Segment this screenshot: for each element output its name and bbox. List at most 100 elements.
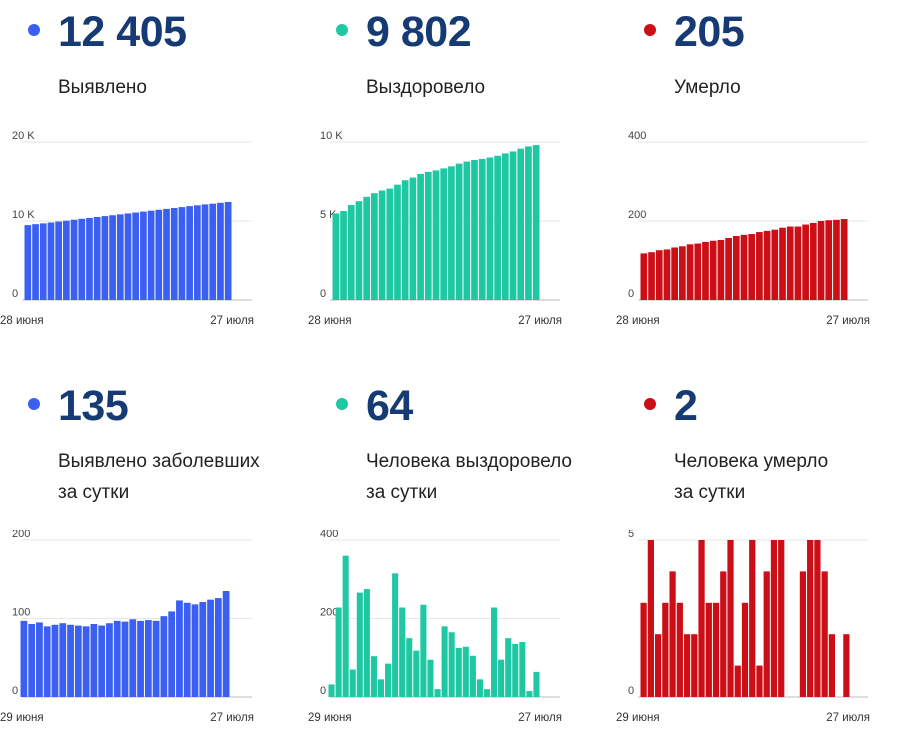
bar <box>771 229 779 300</box>
x-start-label: 28 июня <box>308 315 352 327</box>
bar <box>770 540 778 697</box>
bar <box>98 625 106 697</box>
bar <box>191 604 199 697</box>
bar <box>109 215 116 300</box>
bar <box>763 571 770 697</box>
bar <box>328 684 335 697</box>
stat-value: 205 <box>674 8 745 56</box>
bar <box>24 225 32 300</box>
bar <box>786 226 794 300</box>
bar <box>532 145 540 300</box>
bar <box>47 222 55 300</box>
bar <box>686 244 694 300</box>
bar <box>505 638 512 698</box>
bar <box>817 221 825 300</box>
stat-label: Выздоровело <box>366 72 626 103</box>
bar <box>217 202 224 300</box>
bar-chart: 0 100 200 29 июня 27 июля <box>0 530 254 724</box>
y-tick-label: 200 <box>320 607 338 619</box>
bar <box>498 659 505 697</box>
bar <box>176 600 183 697</box>
x-start-label: 28 июня <box>616 315 660 327</box>
bar <box>160 616 168 697</box>
bar <box>90 623 98 697</box>
bar <box>828 634 836 697</box>
bar <box>340 211 347 300</box>
y-tick-label: 0 <box>628 685 634 697</box>
bar <box>377 679 385 697</box>
legend-dot-icon <box>28 398 40 410</box>
bar-chart: 0 5 29 июня 27 июля <box>616 530 870 724</box>
bar <box>702 241 709 300</box>
bar <box>799 571 807 697</box>
bar <box>794 226 802 300</box>
bar <box>669 571 676 697</box>
y-tick-label: 200 <box>12 530 30 540</box>
y-tick-label: 5 <box>628 530 634 540</box>
stat-label: Выявлено заболевших за сутки <box>58 446 318 508</box>
bar <box>679 246 686 300</box>
bar <box>183 602 191 697</box>
bar <box>732 236 740 300</box>
bar <box>186 206 193 300</box>
stat-value: 64 <box>366 382 413 430</box>
bar <box>121 621 129 697</box>
bar <box>363 589 370 697</box>
bar <box>63 220 70 300</box>
bar <box>483 689 491 697</box>
bar <box>386 188 394 300</box>
y-tick-label: 10 K <box>12 209 35 221</box>
y-tick-label: 400 <box>628 130 646 142</box>
bar <box>676 602 683 697</box>
y-tick-label: 0 <box>12 288 18 300</box>
x-end-label: 27 июля <box>518 712 562 724</box>
bar <box>509 151 517 300</box>
bar <box>455 163 463 300</box>
bar <box>144 620 152 697</box>
bar-chart: 05 K10 K28 июня 27 июля <box>308 130 562 327</box>
bar <box>756 665 763 697</box>
bar <box>147 210 155 300</box>
bar <box>349 669 356 697</box>
stat-header: 135 Выявлено заболевших за сутки <box>26 380 316 503</box>
bar <box>214 598 222 697</box>
bar <box>170 207 178 300</box>
bar <box>417 173 424 300</box>
bar <box>163 208 170 300</box>
bar <box>101 216 109 300</box>
bar <box>517 148 525 300</box>
bar <box>355 201 363 300</box>
y-tick-label: 400 <box>320 530 338 540</box>
stat-value: 9 802 <box>366 8 472 56</box>
x-start-label: 29 июня <box>0 712 44 724</box>
bar <box>420 604 427 697</box>
bar <box>494 155 501 300</box>
y-tick-label: 20 K <box>12 130 35 142</box>
bar <box>519 642 526 697</box>
y-tick-label: 200 <box>628 209 646 221</box>
bar <box>356 592 363 697</box>
bar <box>809 222 817 300</box>
stat-value: 12 405 <box>58 8 187 56</box>
bar <box>720 571 727 697</box>
bar <box>385 663 392 697</box>
bar <box>207 599 214 697</box>
bar <box>463 161 471 300</box>
stat-label-line: Умерло <box>674 77 741 98</box>
bar <box>448 632 455 697</box>
bar-chart: 0 10 K 20 K 28 июня 27 июля <box>0 130 254 327</box>
stat-label-line: за сутки <box>674 482 746 503</box>
bar <box>335 607 342 697</box>
bar <box>807 540 814 697</box>
bar <box>113 620 121 697</box>
legend-dot-icon <box>644 24 656 36</box>
bar <box>201 204 209 300</box>
bar <box>655 250 663 300</box>
bar <box>378 190 386 300</box>
bar <box>82 626 90 697</box>
bar <box>28 623 36 697</box>
bar <box>55 221 63 300</box>
y-tick-label: 0 <box>320 288 326 300</box>
stat-header: 205 Умерло <box>642 6 905 98</box>
bar <box>70 219 78 300</box>
